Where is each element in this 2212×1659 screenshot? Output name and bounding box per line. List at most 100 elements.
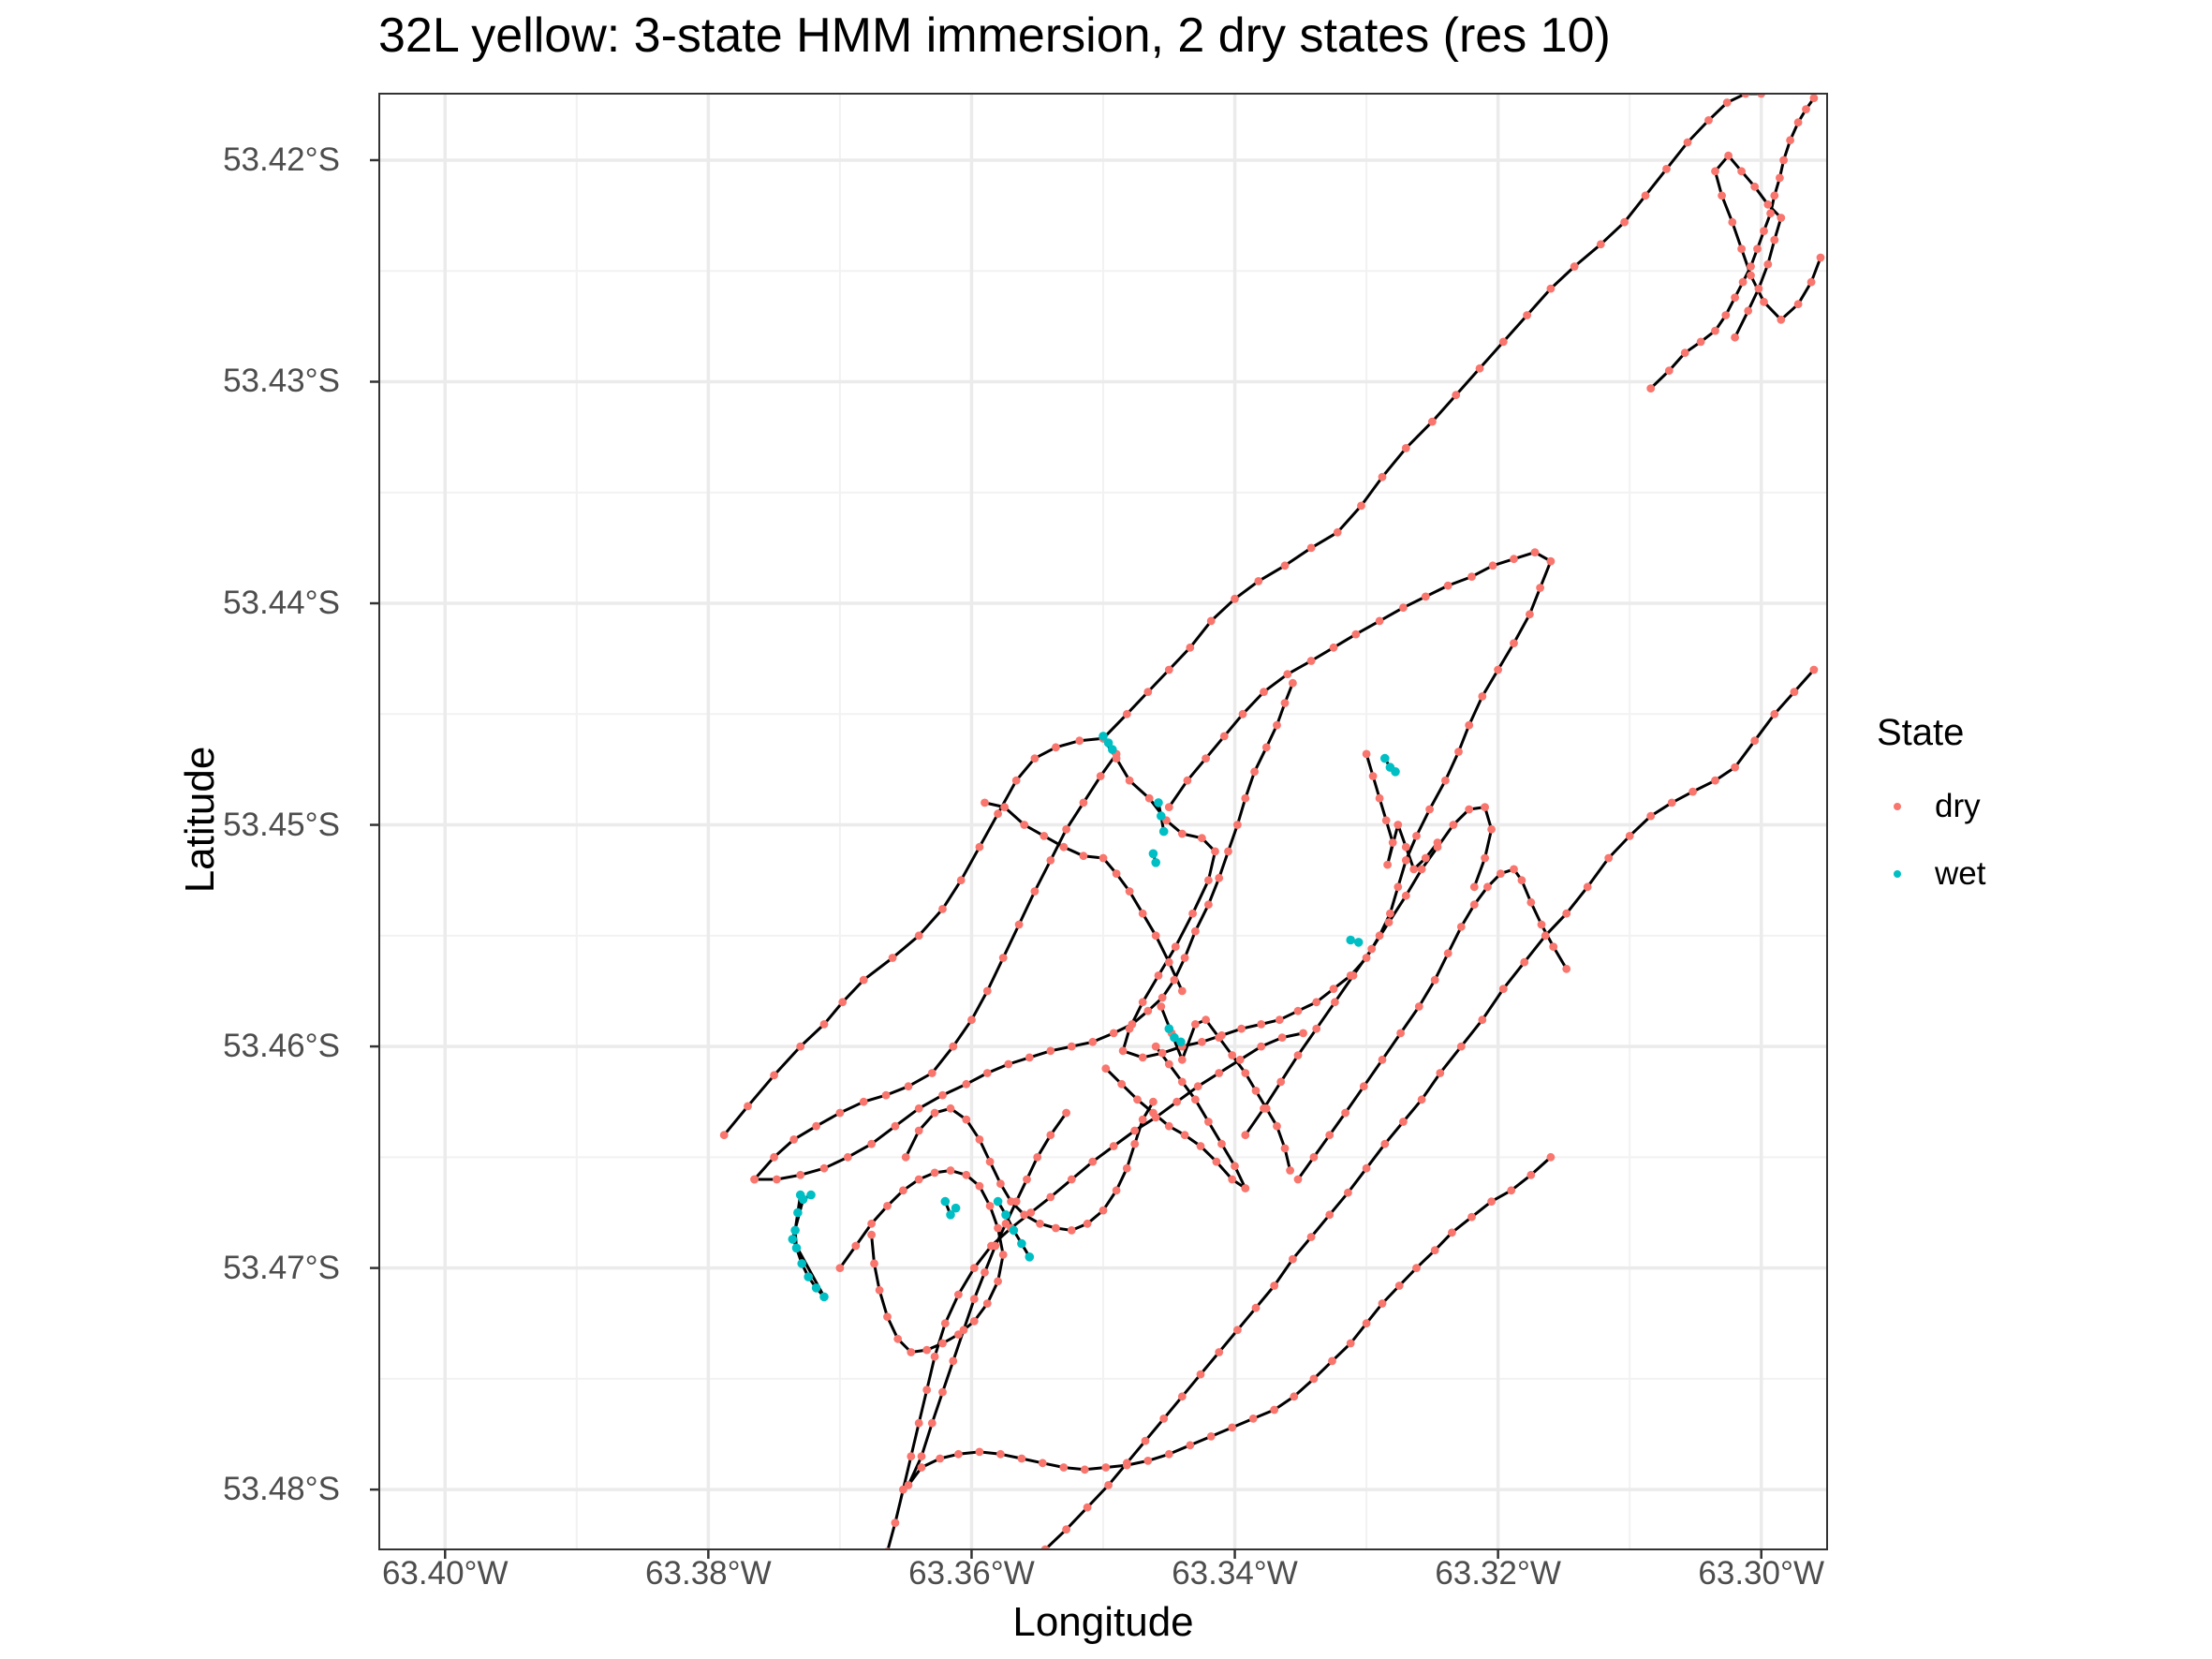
point-dry (1125, 887, 1134, 896)
point-dry (1738, 277, 1747, 287)
point-dry (1375, 616, 1384, 626)
dry-dot-icon (1894, 803, 1901, 810)
point-dry (1793, 118, 1803, 127)
point-dry (1186, 1441, 1195, 1450)
point-dry (1251, 1087, 1261, 1095)
point-dry (1293, 1175, 1303, 1184)
point-dry (1467, 1212, 1476, 1222)
point-dry (1202, 754, 1210, 763)
point-dry (1737, 244, 1746, 253)
point-dry (1052, 743, 1060, 752)
point-dry (1283, 670, 1292, 679)
point-dry (1349, 971, 1358, 980)
point-dry (1231, 1162, 1239, 1171)
point-wet (788, 1235, 798, 1244)
point-dry (1017, 1454, 1026, 1463)
point-dry (1478, 692, 1487, 701)
point-dry (1802, 105, 1810, 113)
point-dry (1536, 584, 1544, 592)
x-tick-label: 63.34°W (1172, 1555, 1298, 1592)
point-dry (1816, 253, 1825, 262)
point-dry (1138, 1115, 1147, 1124)
point-wet (819, 1292, 829, 1302)
point-dry (1346, 1339, 1355, 1348)
point-wet (791, 1243, 802, 1253)
point-dry (1498, 337, 1508, 347)
point-dry (1183, 776, 1192, 785)
point-dry (1747, 271, 1755, 280)
point-dry (996, 1179, 1005, 1189)
point-dry (1465, 805, 1474, 814)
point-dry (1228, 1175, 1237, 1184)
point-dry (1052, 1223, 1060, 1233)
point-dry (975, 842, 984, 852)
point-dry (1007, 1197, 1015, 1206)
point-dry (1507, 1186, 1516, 1195)
point-dry (1517, 876, 1526, 885)
point-dry (1046, 856, 1055, 865)
point-dry (1362, 1319, 1371, 1328)
point-dry (1809, 665, 1819, 674)
point-dry (1023, 1175, 1031, 1184)
point-dry (1770, 709, 1779, 718)
point-dry (1159, 1415, 1169, 1423)
point-dry (1011, 776, 1021, 785)
point-dry (1204, 876, 1213, 885)
point-dry (1760, 227, 1768, 236)
point-wet (1353, 938, 1364, 947)
legend-label-wet: wet (1935, 855, 1986, 892)
point-wet (1391, 767, 1400, 777)
track-path-segment (753, 752, 1118, 1181)
point-dry (1467, 572, 1476, 581)
point-dry (1763, 259, 1773, 269)
point-dry (1237, 1024, 1246, 1033)
point-dry (998, 954, 1008, 962)
point-dry (1198, 1037, 1206, 1046)
point-dry (1399, 1118, 1408, 1126)
point-dry (1219, 732, 1229, 741)
point-dry (1079, 798, 1088, 807)
point-dry (985, 1202, 995, 1210)
point-dry (1289, 1254, 1297, 1264)
y-tick-label: 53.48°S (223, 1471, 340, 1508)
point-dry (1149, 1097, 1158, 1106)
point-dry (1112, 869, 1121, 878)
point-wet (1025, 1252, 1035, 1262)
point-wet (1164, 1024, 1174, 1033)
point-dry (1141, 1436, 1150, 1445)
point-dry (1386, 909, 1394, 918)
point-dry (1483, 882, 1492, 892)
point-dry (1046, 1131, 1055, 1140)
point-dry (1177, 1077, 1187, 1087)
point-wet (1148, 849, 1158, 859)
point-wet (1346, 935, 1355, 945)
point-dry (1396, 1029, 1405, 1038)
point-dry (969, 1295, 979, 1304)
point-dry (1510, 865, 1518, 874)
point-dry (1235, 1055, 1245, 1064)
point-wet (1154, 798, 1163, 807)
point-dry (1494, 665, 1502, 674)
point-dry (1075, 736, 1084, 746)
point-dry (1696, 337, 1705, 347)
point-dry (1497, 869, 1505, 878)
point-dry (1475, 363, 1484, 373)
point-dry (1254, 577, 1263, 585)
point-dry (1750, 182, 1760, 191)
point-dry (1138, 998, 1147, 1007)
point-dry (907, 1348, 916, 1356)
x-tick-label: 63.38°W (645, 1555, 772, 1592)
point-dry (1172, 1097, 1182, 1106)
point-dry (1646, 384, 1656, 393)
point-dry (1760, 297, 1768, 306)
point-dry (1293, 1006, 1303, 1015)
point-dry (1718, 191, 1726, 200)
point-dry (940, 1319, 950, 1328)
point-dry (1401, 856, 1410, 865)
point-dry (1646, 811, 1656, 821)
point-dry (1378, 1299, 1387, 1308)
point-dry (1188, 909, 1197, 918)
point-wet (1170, 1032, 1179, 1043)
point-wet (1001, 1210, 1010, 1220)
point-dry (1180, 954, 1189, 962)
